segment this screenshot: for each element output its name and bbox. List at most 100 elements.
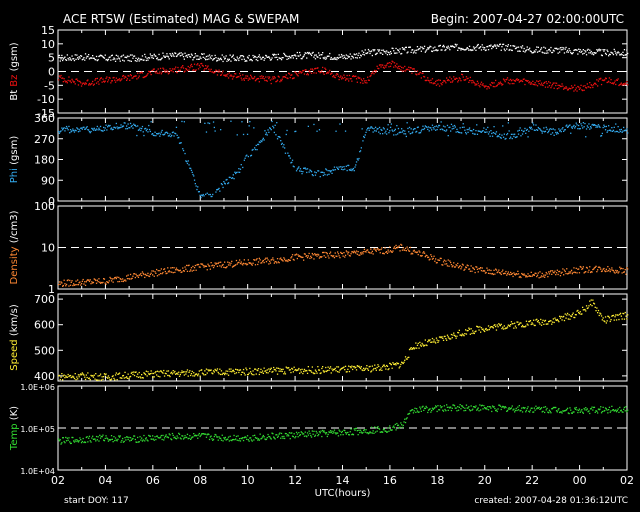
data-point (224, 373, 226, 376)
data-point (548, 81, 550, 83)
data-point (144, 440, 146, 442)
data-point (532, 52, 534, 54)
x-tick-label: 16 (383, 474, 397, 487)
data-point (268, 368, 270, 370)
data-point (370, 252, 373, 254)
data-point (533, 319, 535, 321)
data-point (608, 80, 610, 82)
data-point (535, 405, 537, 407)
data-point (95, 373, 97, 375)
data-point (460, 80, 462, 82)
data-point (419, 344, 422, 346)
data-point (265, 370, 267, 372)
data-point (234, 439, 236, 441)
data-point (611, 315, 613, 317)
data-point (428, 80, 430, 82)
data-point (541, 321, 543, 324)
data-point (374, 130, 376, 132)
data-point (247, 155, 249, 158)
data-point (487, 86, 489, 88)
data-point (406, 358, 408, 360)
data-point (118, 372, 121, 374)
data-point (373, 432, 375, 434)
data-point (262, 372, 264, 374)
data-point (520, 276, 522, 279)
data-point (361, 80, 363, 82)
data-point (408, 66, 410, 68)
data-point (169, 271, 171, 273)
data-point (220, 439, 223, 441)
data-point (348, 56, 350, 58)
data-point (201, 53, 204, 55)
data-point (118, 435, 120, 437)
data-point (71, 130, 73, 132)
data-point (488, 406, 490, 408)
data-point (406, 122, 408, 124)
data-point (122, 59, 124, 61)
data-point (482, 328, 484, 330)
data-point (555, 84, 557, 87)
data-point (364, 49, 366, 51)
data-point (126, 436, 129, 438)
data-point (502, 136, 505, 138)
data-point (438, 85, 441, 87)
data-point (148, 373, 151, 376)
data-point (121, 439, 123, 442)
data-point (291, 368, 294, 370)
data-point (88, 82, 91, 85)
data-point (387, 51, 389, 53)
data-point (501, 84, 503, 86)
data-point (492, 132, 494, 134)
data-point (180, 67, 182, 69)
data-point (318, 431, 321, 433)
data-point (97, 59, 99, 61)
data-point (600, 49, 602, 51)
data-point (167, 271, 170, 273)
data-point (555, 274, 557, 276)
data-point (96, 279, 98, 281)
data-point (251, 264, 253, 266)
data-point (199, 66, 201, 68)
data-point (423, 252, 426, 254)
data-point (394, 247, 396, 250)
data-point (241, 121, 243, 123)
data-point (598, 314, 600, 317)
data-point (431, 50, 433, 52)
data-point (229, 54, 231, 56)
data-point (358, 429, 360, 431)
data-point (192, 59, 194, 61)
data-point (589, 82, 591, 84)
data-point (202, 433, 204, 435)
data-point (479, 326, 481, 328)
data-point (458, 47, 460, 49)
data-point (221, 54, 223, 56)
data-point (95, 129, 97, 131)
data-point (209, 193, 211, 196)
data-point (166, 436, 168, 438)
data-point (554, 47, 556, 49)
data-point (433, 49, 435, 52)
data-point (480, 131, 483, 133)
data-point (312, 372, 314, 374)
data-point (128, 127, 130, 129)
data-point (572, 411, 574, 413)
data-point (171, 52, 174, 55)
data-point (284, 55, 287, 57)
data-point (72, 284, 74, 287)
data-point (108, 439, 110, 441)
data-point (276, 138, 279, 140)
x-tick-label: 18 (430, 474, 444, 487)
data-point (231, 439, 233, 442)
data-point (275, 370, 277, 372)
data-point (378, 64, 381, 66)
data-point (462, 406, 464, 409)
data-point (511, 82, 513, 85)
data-point (547, 131, 549, 134)
data-point (489, 272, 491, 275)
data-point (267, 56, 269, 58)
data-point (426, 126, 428, 128)
data-point (134, 438, 136, 441)
data-point (235, 435, 238, 438)
data-point (452, 265, 454, 267)
data-point (597, 269, 599, 271)
